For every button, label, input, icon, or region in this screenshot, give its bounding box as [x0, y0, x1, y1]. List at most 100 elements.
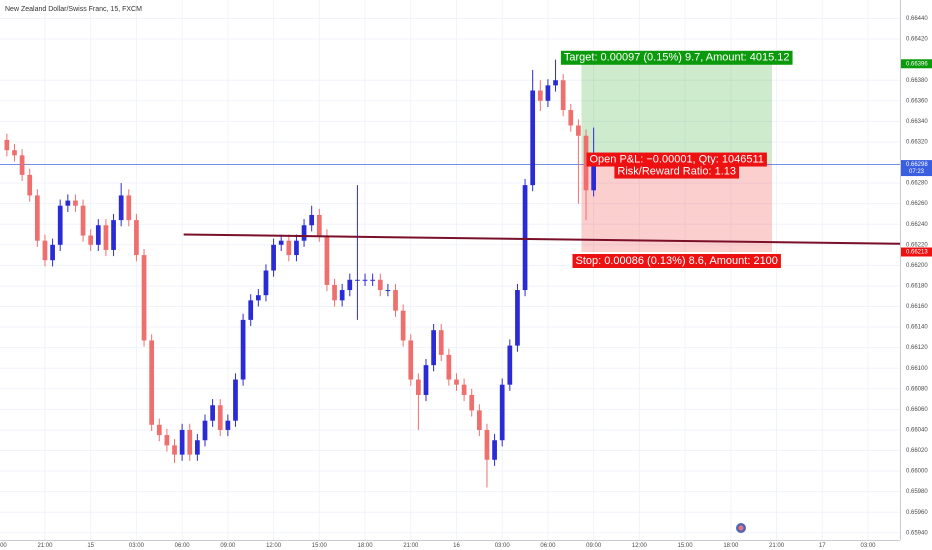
pnl-label: Open P&L: −0.00001, Qty: 1046511	[586, 152, 767, 167]
y-tick-label: 0.66160	[906, 304, 928, 310]
target-zone	[581, 63, 772, 164]
y-tick-label: 0.66020	[906, 448, 928, 454]
x-tick-label: 12:00	[266, 543, 282, 549]
candle-body	[553, 80, 558, 86]
candle-body	[141, 255, 147, 341]
candle-body	[537, 90, 543, 101]
candle-body	[80, 205, 86, 236]
x-tick-label: 15	[87, 543, 94, 549]
candle-body	[255, 295, 261, 301]
candle-body	[484, 429, 490, 460]
candle-body	[263, 270, 269, 296]
candle-body	[179, 429, 185, 455]
x-tick-label: 06:00	[175, 543, 191, 549]
stop-label-text: Stop: 0.00086 (0.13%) 8.6, Amount: 2100	[576, 255, 778, 267]
pnl-label-bg	[586, 152, 767, 167]
candle-body	[339, 290, 345, 301]
y-tick-label: 0.66140	[906, 325, 928, 331]
y-tick-label: 0.65960	[906, 510, 928, 516]
candle-body	[408, 340, 414, 380]
target-label-bg	[560, 50, 793, 65]
x-tick-label: 17	[819, 543, 826, 549]
candle-body	[4, 139, 10, 151]
y-tick-label: 0.66100	[906, 366, 928, 372]
candle-body	[233, 379, 238, 421]
y-tick-label: 0.66340	[906, 119, 928, 125]
candle-body	[591, 164, 597, 191]
candle-body	[57, 205, 63, 245]
y-tick-label: 0.66000	[906, 469, 928, 475]
y-tick-label: 0.66280	[906, 181, 928, 187]
y-tick-label: 0.65980	[906, 489, 928, 495]
y-tick-label: 0.65940	[906, 530, 928, 536]
candle-body	[134, 220, 139, 256]
x-tick-label: 15:00	[312, 543, 328, 549]
y-tick-label: 0.66040	[906, 428, 928, 434]
candle-body	[12, 150, 17, 156]
candle-body	[461, 384, 467, 395]
x-tick-label: 09:00	[220, 543, 236, 549]
candle-body	[294, 240, 299, 256]
event-icon	[736, 523, 746, 533]
candle-body	[149, 340, 155, 425]
x-tick-label: 12:00	[632, 543, 648, 549]
x-tick-label: 21:00	[403, 543, 419, 549]
candle-body	[309, 214, 315, 226]
candle-body	[499, 384, 505, 441]
x-tick-label: 21:00	[769, 543, 785, 549]
candle-body	[103, 225, 109, 250]
candle-body	[225, 420, 231, 430]
candle-body	[156, 424, 162, 436]
candle-body	[400, 310, 406, 341]
x-tick-label: 21:00	[37, 543, 53, 549]
candle-body	[576, 125, 581, 136]
y-tick-label: 0.66240	[906, 222, 928, 228]
ratio-label-bg	[614, 164, 740, 179]
y-tick-label: 0.66320	[906, 140, 928, 146]
candle-body	[95, 225, 101, 245]
target-tag: 0.66396	[906, 61, 928, 67]
candle-body	[248, 300, 254, 320]
y-tick-label: 0.66380	[906, 78, 928, 84]
candle-body	[316, 214, 322, 236]
stop-label: Stop: 0.00086 (0.13%) 8.6, Amount: 2100	[572, 254, 781, 268]
y-tick-label: 0.66120	[906, 345, 928, 351]
candle-body	[377, 279, 383, 291]
candle-body	[362, 279, 368, 281]
y-tick-label: 0.66180	[906, 284, 928, 290]
y-tick-label: 0.66200	[906, 263, 928, 269]
candle-body	[195, 440, 200, 455]
candle-body	[34, 195, 40, 241]
candle-body	[271, 244, 276, 271]
candle-body	[332, 284, 337, 301]
y-tick-label: 0.66440	[906, 16, 928, 22]
y-tick-label: 0.66360	[906, 98, 928, 104]
candle-body	[560, 80, 566, 111]
candle-body	[19, 155, 25, 175]
candle-body	[73, 200, 78, 206]
candle-body	[217, 405, 223, 430]
candle-body	[370, 279, 376, 281]
target-tag-bg	[901, 59, 932, 69]
last-price-tag: 0.66298	[906, 162, 928, 168]
ratio-label: Risk/Reward Ratio: 1.13	[614, 164, 740, 179]
candle-body	[476, 410, 482, 430]
x-tick-label: 03:00	[495, 543, 511, 549]
candle-body	[431, 330, 436, 366]
candle-body	[286, 240, 292, 256]
candle-body	[530, 90, 536, 186]
target-label-text: Target: 0.00097 (0.15%) 9.7, Amount: 401…	[564, 52, 790, 64]
x-tick-label: 18:00	[358, 543, 374, 549]
last-price-tag-bg	[901, 160, 932, 177]
x-tick-label: 18:00	[0, 543, 7, 549]
y-tick-label: 0.66080	[906, 386, 928, 392]
x-tick-label: 15:00	[678, 543, 694, 549]
candle-body	[50, 244, 55, 261]
candle-body	[301, 225, 307, 241]
trend-line	[183, 233, 900, 245]
pnl-label-text: Open P&L: −0.00001, Qty: 1046511	[590, 153, 764, 165]
candle-body	[210, 405, 215, 421]
x-tick-label: 09:00	[586, 543, 602, 549]
